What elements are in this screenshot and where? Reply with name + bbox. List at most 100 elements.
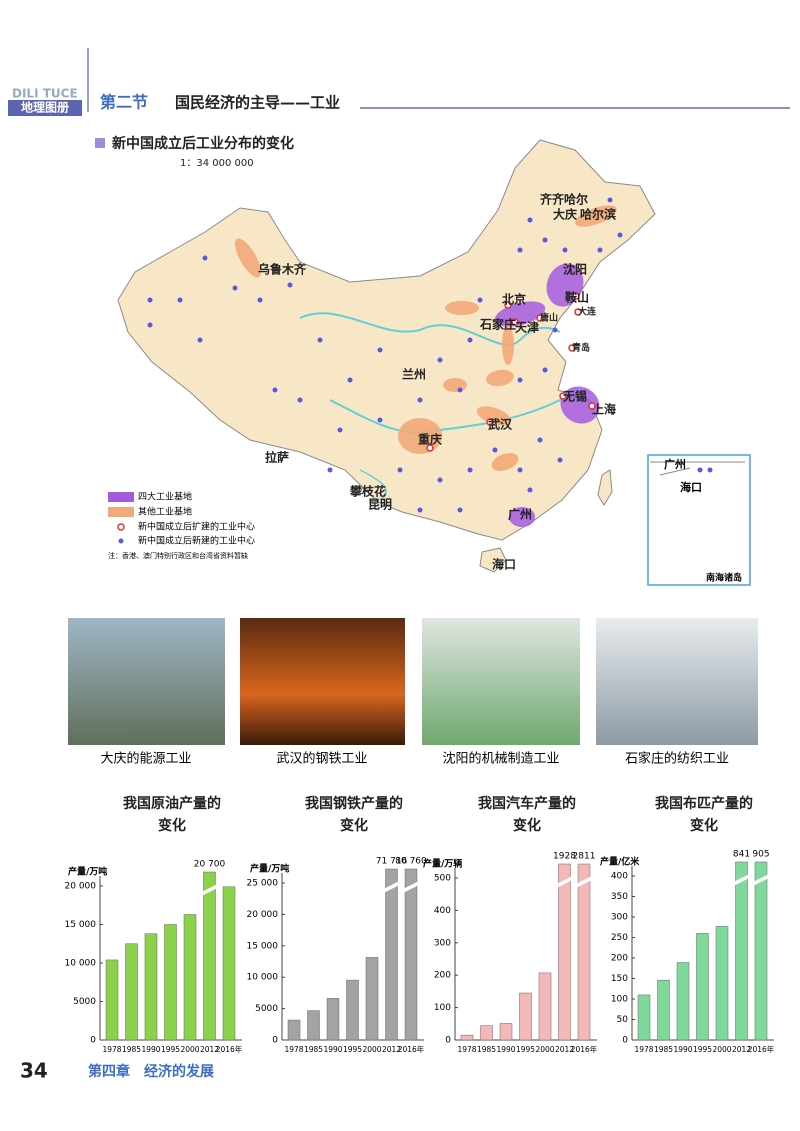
photo [240, 618, 405, 745]
x-tick-label: 1990 [673, 1045, 692, 1054]
bar [754, 861, 768, 1041]
bar [404, 868, 418, 1041]
new-center [457, 387, 463, 393]
y-tick-label: 10 000 [247, 973, 279, 983]
bar [365, 957, 379, 1041]
new-center [527, 487, 533, 493]
new-center [467, 337, 473, 343]
bar [144, 933, 158, 1041]
other-base [235, 238, 261, 278]
y-tick-label: 15 000 [65, 920, 97, 930]
other-base [502, 325, 514, 365]
city-label: 广州 [508, 507, 532, 522]
axis-break [201, 884, 218, 896]
value-label: 905 [752, 850, 769, 860]
city-label: 拉萨 [265, 450, 289, 465]
chart-title: 我国布匹产量的变化 [655, 796, 753, 834]
bar [203, 871, 216, 1041]
photo [596, 618, 758, 745]
taiwan [597, 469, 613, 506]
x-tick-label: 1985 [654, 1045, 673, 1054]
other-base [486, 369, 514, 387]
page-number: 34 [20, 1059, 48, 1083]
x-tick-label: 1995 [343, 1045, 362, 1054]
river [299, 312, 561, 346]
photo-caption: 沈阳的机械制造工业 [442, 751, 559, 767]
city-label: 哈尔滨 [580, 207, 616, 222]
bar [696, 933, 709, 1041]
y-tick-label: 15 000 [247, 941, 279, 951]
bar [558, 863, 571, 1041]
y-axis-label: 产量/万辆 [423, 858, 462, 870]
x-tick-label: 1990 [323, 1045, 342, 1054]
city-label: 上海 [592, 402, 616, 417]
inset-coast [650, 461, 745, 476]
city-label: 无锡 [562, 389, 587, 404]
legend-label: 新中国成立后扩建的工业中心 [138, 521, 255, 533]
bar [385, 868, 398, 1041]
bar [164, 924, 177, 1041]
city-label: 兰州 [402, 367, 426, 382]
legend-symbol [117, 523, 125, 531]
new-center [437, 357, 443, 363]
x-tick-label: 2016年 [216, 1044, 243, 1054]
x-tick-label: 2000 [362, 1045, 381, 1054]
expanded-center [572, 292, 580, 300]
chart-title: 我国汽车产量的变化 [478, 796, 576, 834]
bar [460, 1034, 474, 1041]
city-label: 青岛 [572, 342, 590, 354]
x-tick-label: 2016年 [398, 1044, 425, 1054]
x-tick-label: 2012 [382, 1045, 401, 1054]
new-center [552, 327, 558, 333]
city-label: 唐山 [540, 312, 558, 324]
other-base [443, 378, 467, 392]
photo [422, 618, 580, 745]
new-center [287, 282, 293, 288]
section-number: 第二节 [100, 93, 148, 112]
city-label: 海口 [492, 557, 516, 572]
y-axis-label: 产量/万吨 [250, 863, 289, 875]
y-tick-label: 0 [622, 1036, 628, 1046]
new-center [257, 297, 263, 303]
x-tick-label: 2000 [180, 1045, 199, 1054]
major-base [560, 386, 600, 424]
city-label: 石家庄 [479, 317, 516, 332]
x-tick-label: 1978 [102, 1045, 121, 1054]
x-tick-label: 1985 [122, 1045, 141, 1054]
x-tick-label: 2012 [732, 1045, 751, 1054]
new-center [527, 217, 533, 223]
map-scale: 1：34 000 000 [180, 158, 254, 169]
chart-title: 我国原油产量的变化 [123, 796, 221, 834]
new-center [517, 247, 523, 253]
value-label: 841 [733, 850, 750, 860]
x-tick-label: 2000 [712, 1045, 731, 1054]
y-tick-label: 20 000 [247, 910, 279, 920]
new-center [347, 377, 353, 383]
new-center [537, 437, 543, 443]
bar [657, 979, 670, 1041]
x-tick-label: 1978 [457, 1045, 476, 1054]
legend-symbol [118, 538, 124, 544]
y-tick-label: 25 000 [247, 879, 279, 889]
new-center [337, 427, 343, 433]
photo-caption: 武汉的钢铁工业 [276, 751, 367, 767]
river [359, 469, 387, 501]
new-center [557, 457, 563, 463]
y-axis-label: 产量/万吨 [68, 866, 107, 878]
y-tick-label: 0 [445, 1036, 451, 1046]
bar [637, 994, 651, 1041]
city-label: 武汉 [488, 417, 513, 432]
new-center [327, 467, 333, 473]
x-tick-label: 1995 [161, 1045, 180, 1054]
new-center [697, 467, 703, 473]
expanded-center [568, 344, 576, 352]
y-tick-label: 300 [434, 938, 451, 948]
map-title: 新中国成立后工业分布的变化 [112, 135, 294, 152]
city-label: 天津 [515, 320, 539, 335]
y-tick-label: 150 [611, 974, 628, 984]
new-center [377, 347, 383, 353]
new-center [617, 232, 623, 238]
expanded-center [486, 418, 494, 426]
new-center [417, 507, 423, 513]
